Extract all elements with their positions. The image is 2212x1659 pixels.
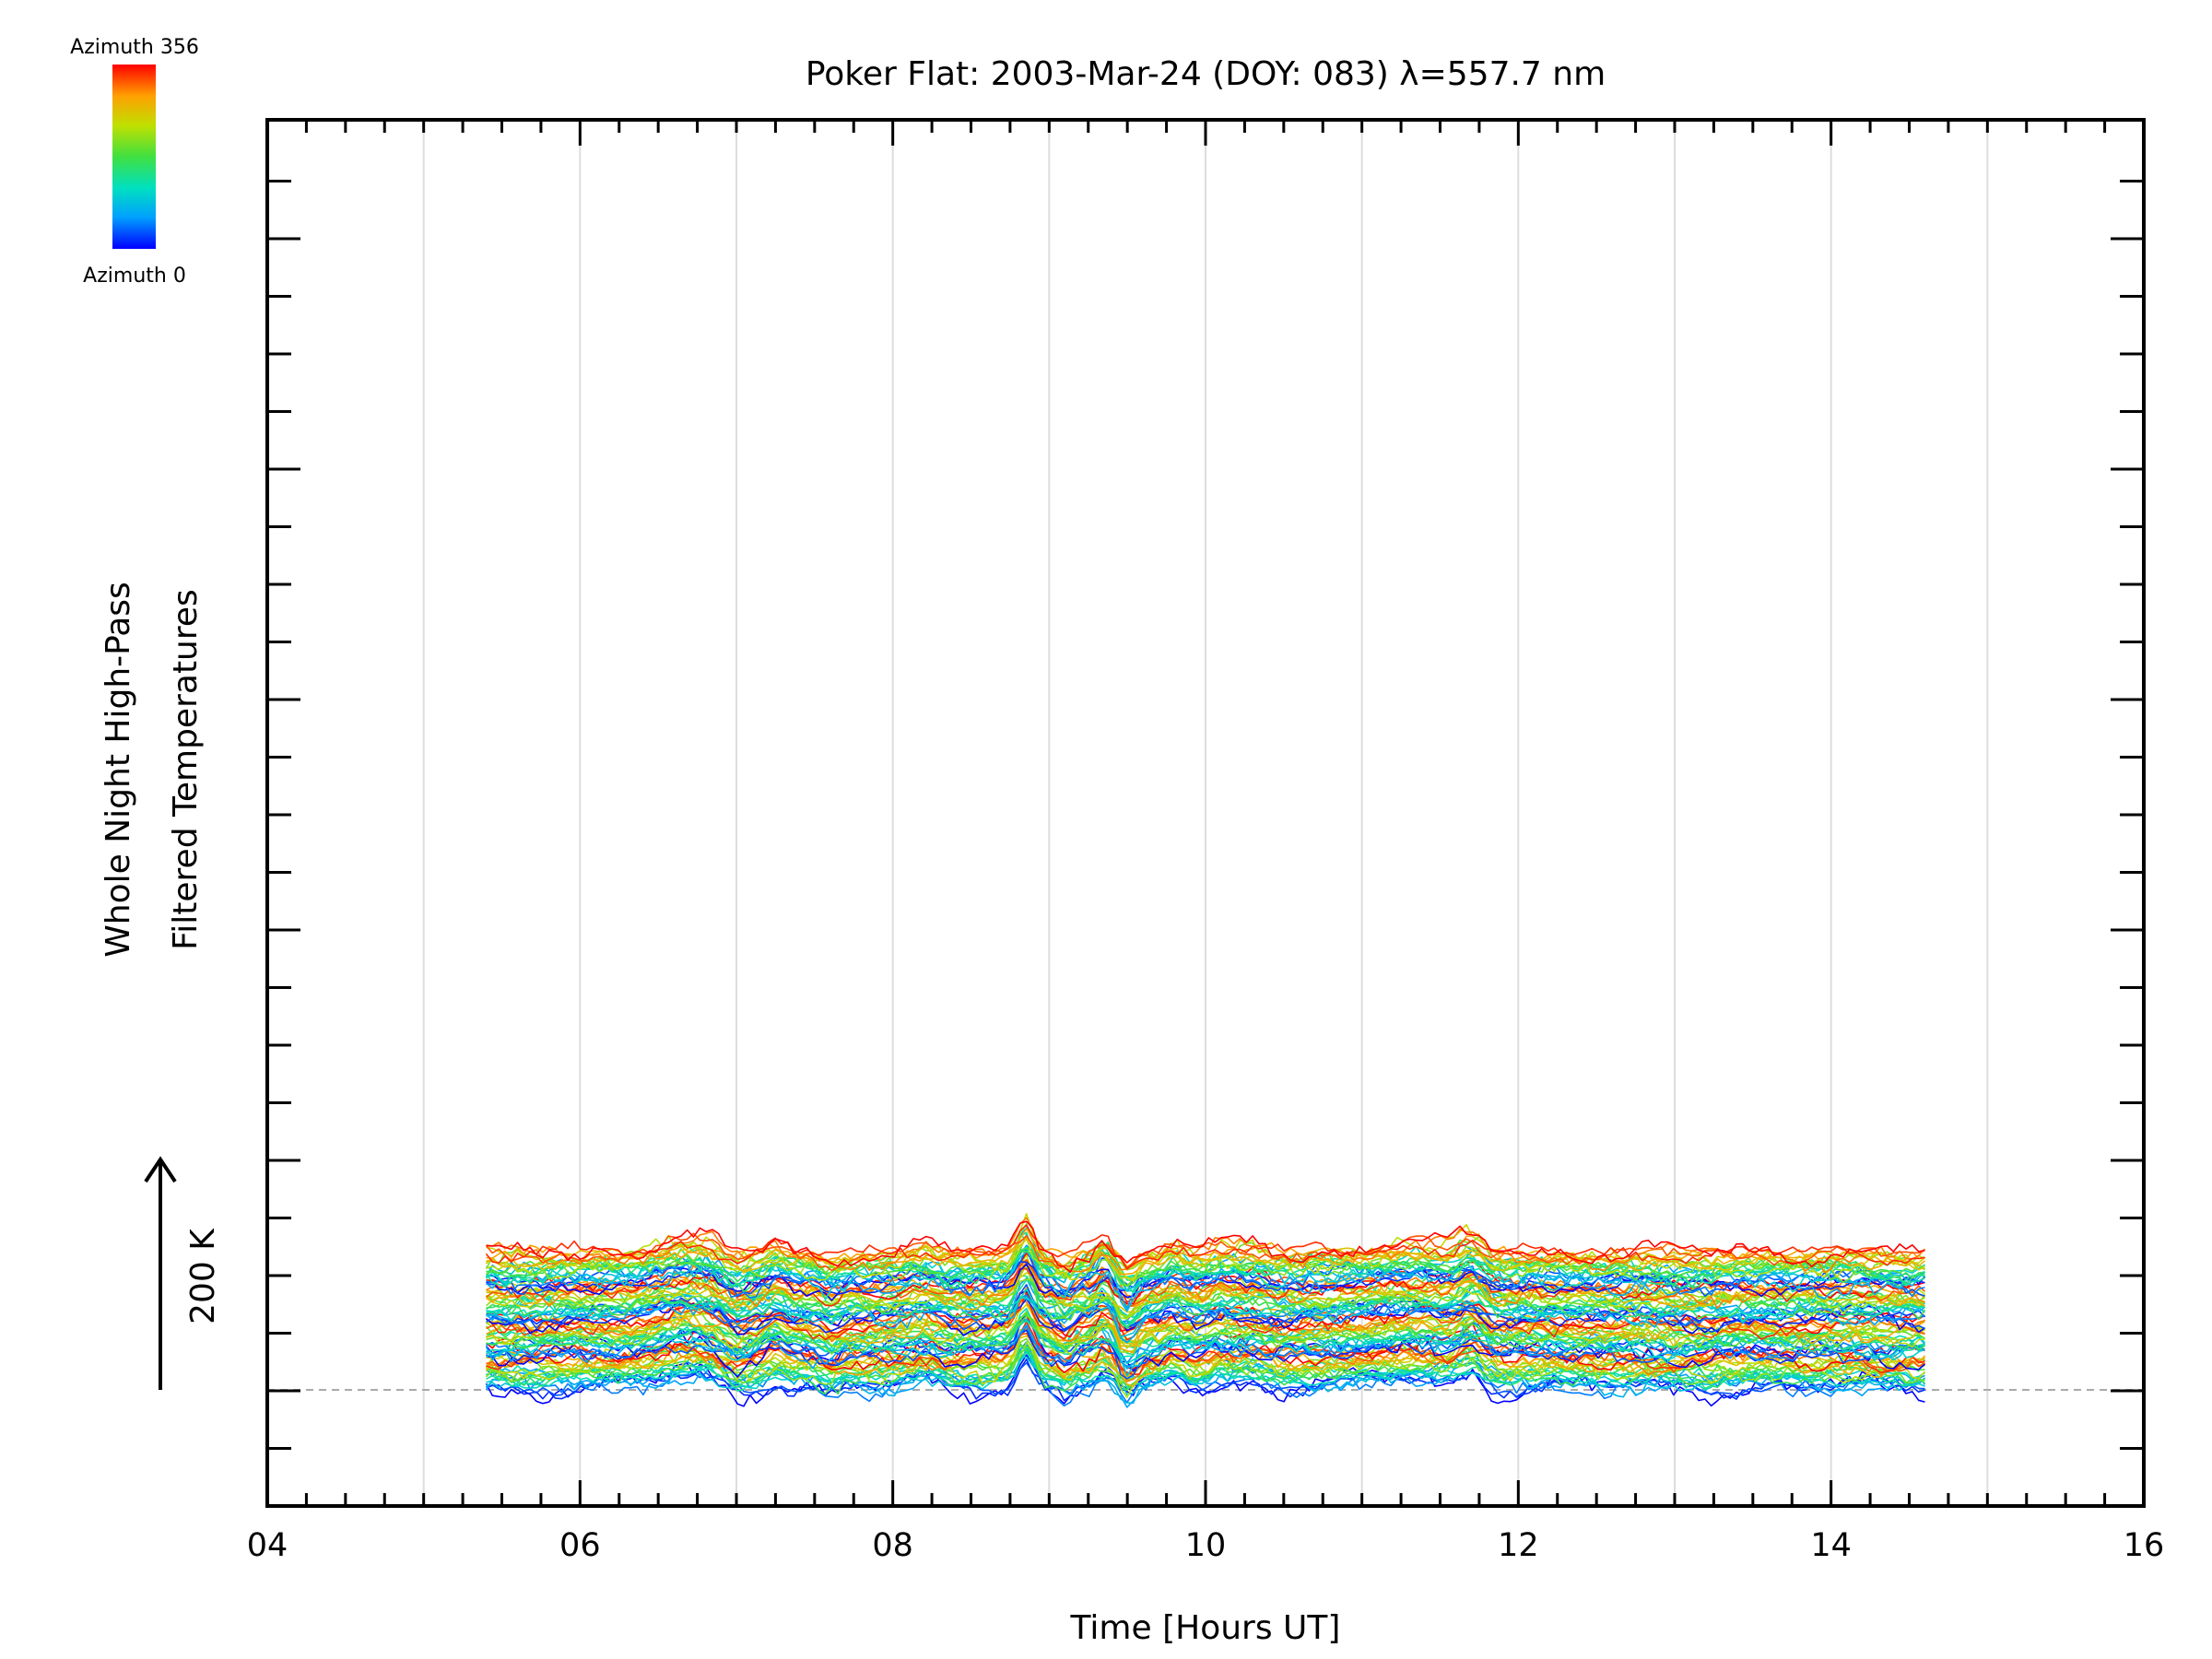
x-tick-label: 06 [559, 1527, 601, 1564]
x-axis-label: Time [Hours UT] [1070, 1609, 1341, 1647]
x-tick-label: 04 [247, 1527, 288, 1564]
temperature-trace [485, 1272, 1925, 1311]
temperature-trace [485, 1232, 1925, 1272]
temperature-trace [486, 1315, 1925, 1348]
temperature-trace [486, 1260, 1926, 1321]
x-tick-labels: 04 06 08 10 12 14 16 [247, 1527, 2165, 1564]
temperature-trace [486, 1324, 1925, 1366]
temperature-trace [486, 1308, 1926, 1365]
x-tick-label: 12 [1498, 1527, 1539, 1564]
temperature-trace [486, 1263, 1925, 1308]
x-tick-label: 16 [2124, 1527, 2165, 1564]
temperature-trace [486, 1293, 1925, 1324]
temperature-trace [486, 1337, 1925, 1385]
scale-label: 200 K [184, 1228, 222, 1324]
temperature-trace [485, 1349, 1926, 1390]
temperature-trace [486, 1220, 1925, 1274]
temperature-trace [486, 1236, 1926, 1273]
y-axis-label-line1: Whole Night High-Pass [100, 582, 137, 958]
colorbar-top-label: Azimuth 356 [70, 36, 199, 59]
colorbar [112, 65, 156, 249]
temperature-trace [486, 1234, 1925, 1293]
axis-ticks [265, 120, 2146, 1506]
temperature-trace [486, 1244, 1925, 1300]
y-axis-label-line2: Filtered Temperatures [167, 589, 205, 950]
temperature-trace [486, 1250, 1925, 1283]
colorbar-bottom-label: Azimuth 0 [83, 265, 186, 288]
temperature-trace [486, 1296, 1925, 1349]
x-tick-label: 10 [1185, 1527, 1227, 1564]
scale-arrow-head [144, 1156, 177, 1183]
temperature-trace [485, 1224, 1925, 1270]
x-tick-label: 14 [1810, 1527, 1852, 1564]
temperature-trace [486, 1361, 1925, 1398]
temperature-trace [486, 1259, 1925, 1312]
temperature-traces [485, 1213, 1926, 1408]
temperature-trace [486, 1294, 1925, 1327]
chart-title: Poker Flat: 2003-Mar-24 (DOY: 083) λ=557… [806, 55, 1606, 93]
temperature-trace [486, 1217, 1926, 1274]
x-tick-label: 08 [872, 1527, 913, 1564]
temperature-trace [486, 1312, 1926, 1378]
